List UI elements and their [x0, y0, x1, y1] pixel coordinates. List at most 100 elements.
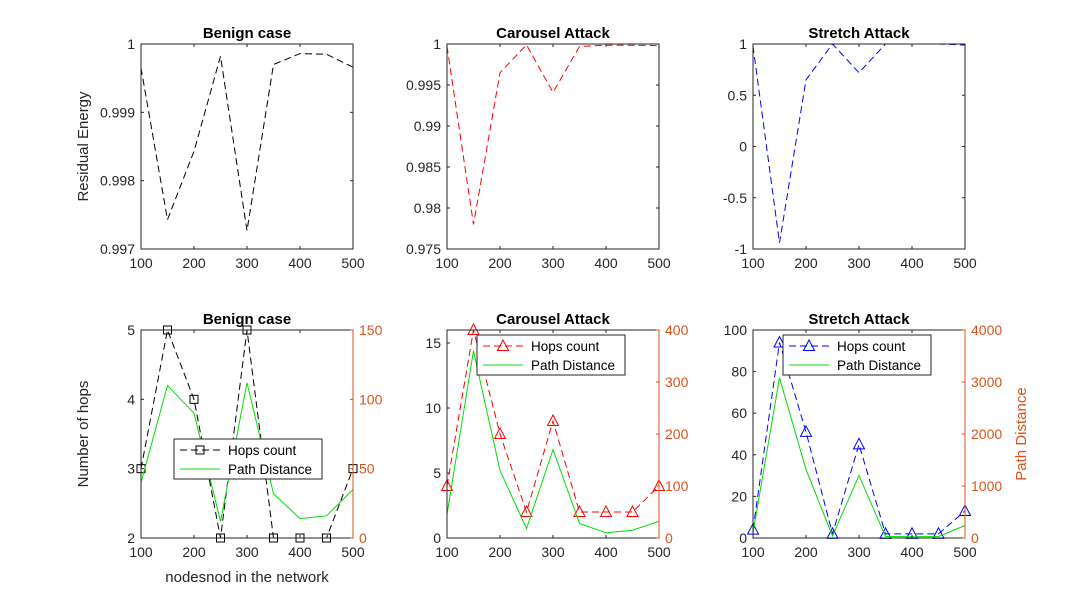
series-line-path-distance — [140, 382, 354, 522]
data-point-marker — [520, 504, 533, 517]
x-tick-label: 300 — [541, 544, 565, 560]
y2-tick-label: 400 — [665, 322, 689, 338]
x-tick-label: 400 — [288, 544, 312, 560]
y2-tick-label: 50 — [359, 461, 375, 477]
y-tick-label: 3 — [127, 461, 135, 477]
y-tick-label: 60 — [731, 405, 747, 421]
x-tick-label: 100 — [741, 544, 765, 560]
x-tick-label: 200 — [182, 544, 206, 560]
x-tick-label: 500 — [341, 255, 365, 271]
y-tick-label: 1 — [433, 36, 441, 52]
x-tick-label: 300 — [235, 544, 259, 560]
y-tick-label: 0.98 — [414, 200, 441, 216]
y-tick-label: 0.985 — [406, 159, 441, 175]
data-point-marker — [626, 504, 639, 517]
y2-tick-label: 3000 — [971, 374, 1002, 390]
series-line-hops-count — [446, 329, 660, 514]
y-tick-label: 40 — [731, 447, 747, 463]
y2-tick-label: 200 — [665, 426, 689, 442]
y-tick-label: 0.997 — [100, 241, 135, 257]
x-tick-label: 500 — [953, 544, 977, 560]
y-axis-label: Number of hops — [75, 381, 92, 488]
y2-tick-label: 1000 — [971, 478, 1002, 494]
series-line-residual-energy — [446, 43, 660, 225]
y2-tick-label: 4000 — [971, 322, 1002, 338]
data-point-marker — [573, 504, 586, 517]
y-tick-label: -1 — [735, 241, 748, 257]
y-tick-label: 10 — [425, 400, 441, 416]
y2-tick-label: 100 — [359, 391, 383, 407]
chart-title: Benign case — [203, 25, 291, 42]
chart-panel-3: Stretch Attack 100 200 300 400 500 -1 -0.5 0 0.5 1 — [723, 25, 977, 271]
y2-tick-label: 300 — [665, 374, 689, 390]
y-axis-label: Residual Energy — [75, 91, 92, 202]
axes-box — [140, 43, 354, 250]
data-point-marker — [773, 335, 786, 348]
x-tick-label: 200 — [488, 255, 512, 271]
data-point-marker — [799, 424, 813, 437]
legend: Hops count Path Distance — [476, 334, 626, 376]
series-line-path-distance — [752, 377, 966, 538]
y-tick-label: 2 — [127, 530, 135, 546]
y-tick-label: 5 — [433, 465, 441, 481]
y-tick-label: 0.975 — [406, 241, 441, 257]
axes-box — [752, 43, 966, 250]
y-tick-label: 15 — [425, 335, 441, 351]
axes-box — [446, 43, 660, 250]
data-point-marker — [852, 437, 866, 450]
x-tick-label: 200 — [488, 544, 512, 560]
legend-marker — [496, 338, 510, 351]
y2-tick-label: 0 — [359, 530, 367, 546]
x-tick-label: 300 — [847, 255, 871, 271]
chart-title: Carousel Attack — [496, 25, 610, 42]
data-point-marker — [189, 394, 199, 404]
y-tick-label: 0 — [739, 139, 747, 155]
data-point-marker — [493, 426, 507, 439]
x-tick-label: 500 — [647, 544, 671, 560]
x-tick-label: 200 — [794, 255, 818, 271]
data-point-marker — [467, 322, 480, 335]
y-tick-label: 1 — [739, 36, 747, 52]
y-tick-label: 20 — [731, 488, 747, 504]
legend-label: Path Distance — [837, 358, 921, 373]
chart-title: Benign case — [203, 311, 291, 328]
y-tick-label: 0.998 — [100, 173, 135, 189]
x-tick-label: 100 — [435, 544, 459, 560]
chart-title: Stretch Attack — [808, 25, 910, 42]
y2-axis-label: Path Distance — [1013, 387, 1030, 480]
y2-tick-label: 150 — [359, 322, 383, 338]
y-tick-label: 0 — [739, 530, 747, 546]
series-line-hops-count — [140, 328, 354, 539]
data-point-marker — [599, 504, 613, 517]
y2-tick-label: 100 — [665, 478, 689, 494]
y2-tick-label: 2000 — [971, 426, 1002, 442]
chart-panel-1: Benign case 100 200 300 400 500 0.997 0.998 0.99… — [75, 25, 365, 271]
chart-title: Carousel Attack — [496, 311, 610, 328]
x-tick-label: 100 — [129, 544, 153, 560]
x-tick-label: 500 — [953, 255, 977, 271]
x-tick-label: 100 — [435, 255, 459, 271]
y-tick-label: 0.99 — [414, 118, 441, 134]
chart-title: Stretch Attack — [808, 311, 910, 328]
y2-tick-label: 0 — [971, 530, 979, 546]
legend-label: Path Distance — [531, 358, 615, 373]
y-tick-label: 100 — [724, 322, 748, 338]
x-tick-label: 400 — [900, 544, 924, 560]
x-tick-label: 500 — [647, 255, 671, 271]
x-tick-label: 100 — [129, 255, 153, 271]
legend-label: Hops count — [837, 339, 906, 354]
y-tick-label: -0.5 — [723, 190, 747, 206]
x-tick-label: 400 — [594, 255, 618, 271]
legend-marker — [802, 338, 816, 351]
y-tick-label: 0.995 — [406, 77, 441, 93]
y2-tick-label: 0 — [665, 530, 673, 546]
series-line-residual-energy — [140, 53, 354, 231]
legend-label: Path Distance — [228, 462, 312, 477]
y-tick-label: 4 — [127, 391, 135, 407]
x-tick-label: 400 — [900, 255, 924, 271]
y-tick-label: 80 — [731, 364, 747, 380]
